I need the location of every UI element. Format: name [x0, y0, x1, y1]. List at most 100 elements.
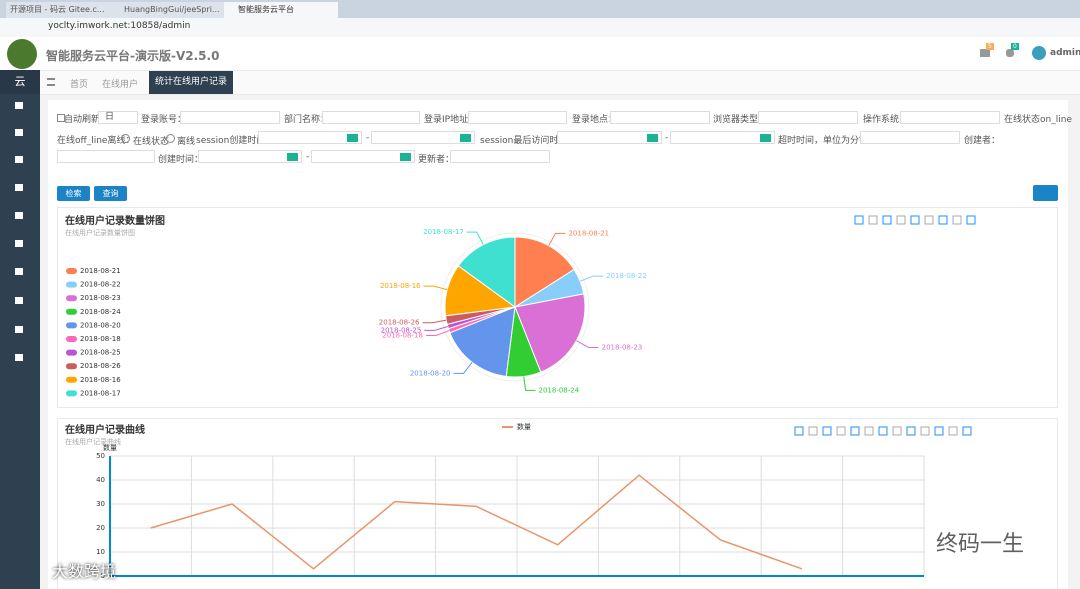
- date-input[interactable]: [311, 150, 415, 163]
- line-series: [150, 474, 803, 570]
- toolbox-icon: [906, 426, 916, 436]
- leader-line: [576, 340, 599, 348]
- legend-label: 2018-08-25: [80, 349, 121, 357]
- leader-line: [424, 326, 448, 331]
- date-input[interactable]: [258, 131, 362, 144]
- toolbox-icon: [934, 426, 944, 436]
- input[interactable]: [758, 111, 858, 124]
- url[interactable]: yoclty.imwork.net:10858/admin: [48, 21, 191, 31]
- query-button[interactable]: 查询: [94, 186, 127, 201]
- pie-slice: [514, 293, 586, 373]
- menu-icon[interactable]: [15, 184, 23, 191]
- legend-label: 2018-08-17: [80, 389, 121, 397]
- slice-label: 2018-08-23: [602, 343, 643, 351]
- tab-active[interactable]: 统计在线用户记录: [149, 71, 233, 94]
- date-input[interactable]: [371, 131, 475, 144]
- watermark: 终码一生: [936, 532, 1025, 557]
- legend-swatch: [66, 390, 77, 397]
- legend-swatch: [66, 363, 77, 370]
- date-input[interactable]: [670, 131, 775, 144]
- menu-icon[interactable]: [15, 212, 23, 219]
- leader-line: [453, 362, 473, 374]
- label: 超时时间，单位为分钟：: [778, 136, 878, 146]
- menu-icon[interactable]: [15, 268, 23, 275]
- input[interactable]: [180, 111, 280, 124]
- legend-label: 2018-08-16: [80, 376, 121, 384]
- avatar[interactable]: [1032, 46, 1046, 60]
- input[interactable]: [900, 111, 1000, 124]
- slice-label: 2018-08-17: [423, 228, 464, 236]
- chart-subtitle: 在线用户记录数量饼图: [65, 228, 135, 237]
- input[interactable]: [57, 150, 155, 163]
- y-tick-label: 30: [96, 500, 105, 508]
- bell-icon[interactable]: [1006, 49, 1014, 57]
- pie-slice: [514, 236, 575, 308]
- tab[interactable]: 首页: [70, 80, 89, 90]
- badge: 0: [1011, 43, 1019, 50]
- input[interactable]: [610, 111, 710, 124]
- select[interactable]: 日: [98, 111, 138, 124]
- pie-slice: [457, 236, 516, 308]
- y-tick-label: 20: [96, 524, 105, 532]
- toolbox-icon: [966, 215, 976, 225]
- checkbox[interactable]: [57, 114, 65, 122]
- radio[interactable]: [121, 134, 130, 143]
- toolbox-icon: [892, 426, 902, 436]
- hamburger[interactable]: [47, 78, 55, 86]
- toolbox-icon: [836, 426, 846, 436]
- radio[interactable]: [166, 134, 175, 143]
- toolbox-icon: [794, 426, 804, 436]
- toolbox-icon: [854, 215, 864, 225]
- input[interactable]: [860, 131, 960, 144]
- date-input[interactable]: [198, 150, 302, 163]
- browser-tab[interactable]: 开源项目 - 码云 Gitee.c...: [6, 2, 120, 18]
- toolbox-icon: [822, 426, 832, 436]
- legend-swatch: [66, 295, 77, 302]
- label: 部门名称：: [284, 115, 330, 125]
- date-input[interactable]: [557, 131, 662, 144]
- pie-slice: [449, 306, 516, 378]
- label: 离线: [177, 137, 196, 147]
- menu-icon[interactable]: [15, 156, 23, 163]
- watermark: 大数跨境: [52, 562, 117, 581]
- menu-icon[interactable]: [15, 326, 23, 333]
- menu-icon[interactable]: [15, 240, 23, 247]
- label: 操作系统：: [863, 115, 909, 125]
- browser-tab[interactable]: HuangBingGui/jeeSpri...: [120, 2, 224, 18]
- menu-icon[interactable]: [15, 297, 23, 304]
- input[interactable]: [468, 111, 567, 124]
- toolbox-icon: [952, 215, 962, 225]
- menu-icon[interactable]: [15, 354, 23, 361]
- logo: [7, 39, 37, 69]
- legend-label: 2018-08-24: [80, 308, 121, 316]
- legend-swatch: [66, 322, 77, 329]
- leader-line: [425, 330, 450, 336]
- badge: 5: [986, 43, 994, 50]
- user-name[interactable]: admin: [1050, 48, 1080, 58]
- input[interactable]: [450, 150, 550, 163]
- legend-swatch: [66, 376, 77, 383]
- toolbox-icon: [850, 426, 860, 436]
- mail-icon[interactable]: [980, 49, 990, 57]
- toolbox-icon: [878, 426, 888, 436]
- tab[interactable]: 在线用户: [102, 80, 139, 90]
- label: 创建时间：: [158, 155, 204, 165]
- toolbox-icon: [868, 215, 878, 225]
- browser-tab-active[interactable]: 智能服务云平台: [224, 2, 338, 18]
- label: session最后访问时间：: [480, 136, 577, 146]
- label: 更新者：: [418, 155, 455, 165]
- search-button[interactable]: 检索: [57, 186, 90, 201]
- label: 登录地点：: [572, 115, 618, 125]
- toolbox-icon: [896, 215, 906, 225]
- legend-swatch: [66, 308, 77, 315]
- menu-icon[interactable]: [15, 102, 23, 109]
- label: session创建时间：: [196, 136, 275, 146]
- legend-label: 2018-08-21: [80, 267, 121, 275]
- input[interactable]: [322, 111, 420, 124]
- leader-line: [423, 285, 448, 291]
- menu-button[interactable]: [1033, 185, 1058, 201]
- label: 创建者：: [964, 136, 1001, 146]
- menu-icon[interactable]: [15, 129, 23, 136]
